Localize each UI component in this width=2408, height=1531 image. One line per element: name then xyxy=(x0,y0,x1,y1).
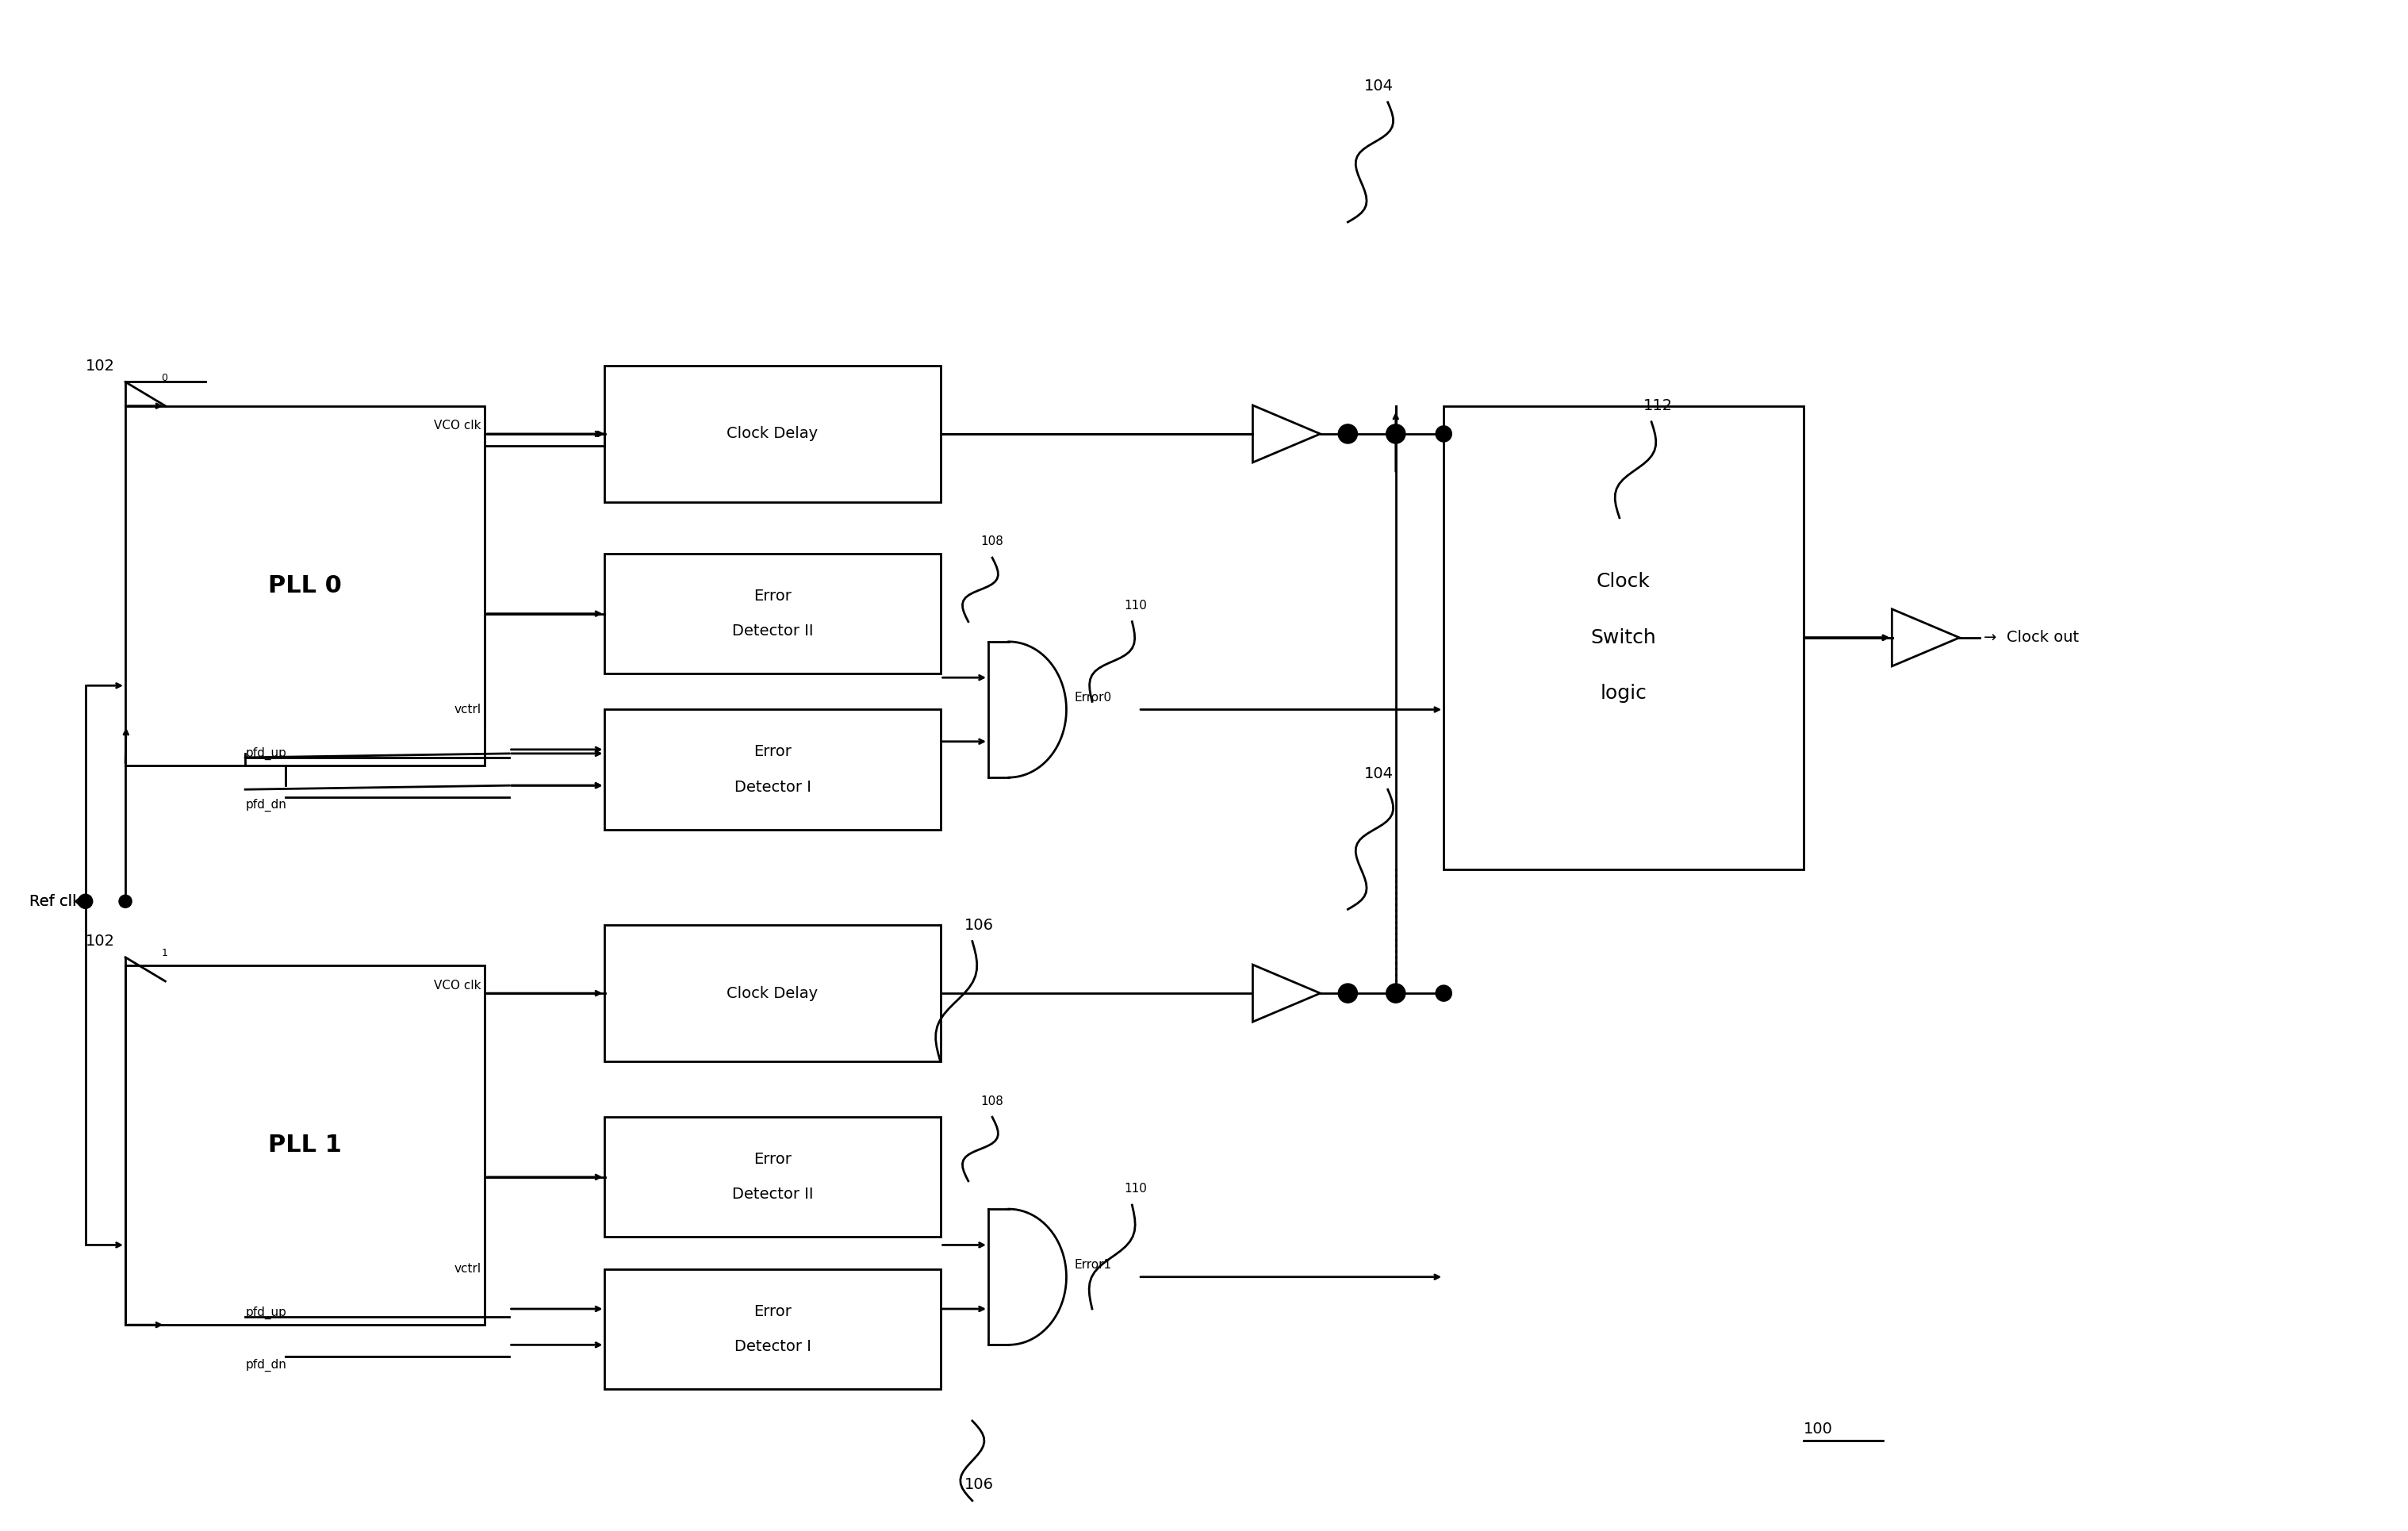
Text: Ref clk: Ref clk xyxy=(29,894,82,909)
Bar xyxy=(604,366,942,502)
Text: VCO clk: VCO clk xyxy=(433,419,482,432)
Text: 112: 112 xyxy=(1642,398,1674,413)
Text: 106: 106 xyxy=(963,1477,995,1493)
Bar xyxy=(125,406,484,766)
Text: 100: 100 xyxy=(1804,1421,1832,1436)
Text: Clock Delay: Clock Delay xyxy=(727,986,819,1001)
Text: pfd_dn: pfd_dn xyxy=(246,1358,287,1372)
Bar xyxy=(1445,406,1804,870)
Bar xyxy=(604,1269,942,1389)
Circle shape xyxy=(1435,426,1452,442)
Text: 102: 102 xyxy=(84,358,116,374)
Text: VCO clk: VCO clk xyxy=(433,980,482,991)
Text: pfd_dn: pfd_dn xyxy=(246,799,287,811)
Text: Error1: Error1 xyxy=(1074,1258,1112,1271)
Text: Ref clk: Ref clk xyxy=(29,894,82,909)
Text: 108: 108 xyxy=(980,1095,1004,1107)
Text: PLL 1: PLL 1 xyxy=(267,1133,342,1156)
Text: Error: Error xyxy=(754,1151,792,1167)
Text: Error: Error xyxy=(754,744,792,759)
Circle shape xyxy=(1435,986,1452,1001)
Text: pfd_up: pfd_up xyxy=(246,1306,287,1320)
Bar xyxy=(604,554,942,674)
Text: 0: 0 xyxy=(161,372,169,383)
Text: Clock Delay: Clock Delay xyxy=(727,426,819,441)
Text: 108: 108 xyxy=(980,536,1004,548)
Circle shape xyxy=(1339,424,1358,444)
Text: →  Clock out: → Clock out xyxy=(1984,631,2078,645)
Bar xyxy=(604,925,942,1061)
Text: Error: Error xyxy=(754,1304,792,1318)
Text: Detector II: Detector II xyxy=(732,1187,814,1202)
Text: Switch: Switch xyxy=(1592,628,1657,648)
Text: Detector I: Detector I xyxy=(734,779,811,795)
Text: logic: logic xyxy=(1601,684,1647,703)
Circle shape xyxy=(118,896,132,908)
Text: Error0: Error0 xyxy=(1074,692,1112,704)
Bar xyxy=(604,1118,942,1237)
Text: pfd_up: pfd_up xyxy=(246,747,287,759)
Circle shape xyxy=(1387,424,1406,444)
Text: 1: 1 xyxy=(161,948,169,958)
Text: PLL 0: PLL 0 xyxy=(267,574,342,597)
Circle shape xyxy=(77,894,92,908)
Text: 106: 106 xyxy=(963,917,995,932)
Text: Detector I: Detector I xyxy=(734,1340,811,1353)
Text: vctrl: vctrl xyxy=(453,1263,482,1275)
Text: 110: 110 xyxy=(1125,600,1146,611)
Text: 104: 104 xyxy=(1363,78,1394,93)
Bar xyxy=(604,709,942,830)
Text: Error: Error xyxy=(754,588,792,603)
Text: 110: 110 xyxy=(1125,1183,1146,1196)
Text: vctrl: vctrl xyxy=(453,704,482,715)
Circle shape xyxy=(1387,983,1406,1003)
Circle shape xyxy=(1339,983,1358,1003)
Text: 102: 102 xyxy=(84,934,116,949)
Text: 104: 104 xyxy=(1363,766,1394,781)
Text: Clock: Clock xyxy=(1597,573,1649,591)
Bar xyxy=(125,965,484,1324)
Text: Detector II: Detector II xyxy=(732,623,814,638)
